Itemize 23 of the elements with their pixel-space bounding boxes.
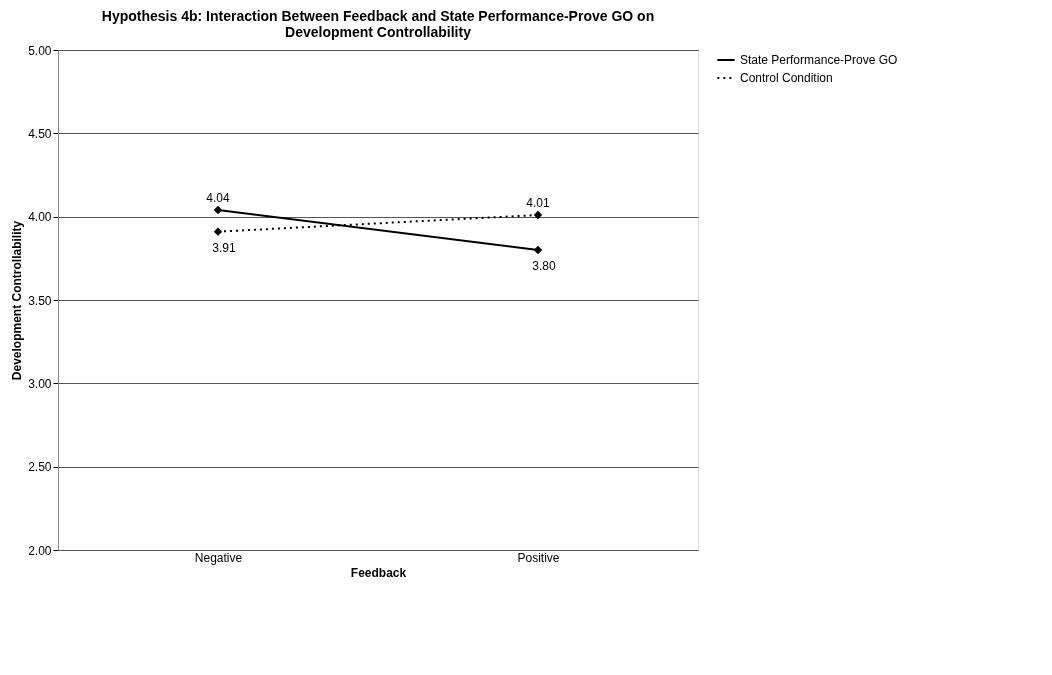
x-axis-title: Feedback [350,565,407,580]
legend-label: Control Condition [740,71,833,85]
x-tick-label: Positive [517,550,560,565]
y-axis-title: Development Controllability [10,220,25,381]
y-tick-label: 5.00 [28,43,52,58]
text: Development Controllability [285,24,471,40]
data-label: 4.04 [206,191,230,205]
data-label: 3.80 [532,259,556,273]
y-tick-label: 4.50 [28,126,52,141]
point [533,210,543,220]
point [533,245,543,255]
y-tick-label: 4.00 [28,210,52,225]
data-label: 4.01 [526,196,550,210]
y-tick-label: 3.50 [28,293,52,308]
y-tick-label: 2.00 [28,543,52,558]
text: Hypothesis 4b: Interaction Between Feedback and State Performance-Prove GO on [101,8,655,24]
y-tick-label: 2.50 [28,460,52,475]
point [213,205,223,215]
data-label: 3.91 [212,240,236,255]
x-tick-label: Negative [194,550,243,565]
y-tick-label: 3.00 [28,376,52,391]
point [213,227,223,236]
legend-label: State Performance-Prove GO [740,53,898,67]
